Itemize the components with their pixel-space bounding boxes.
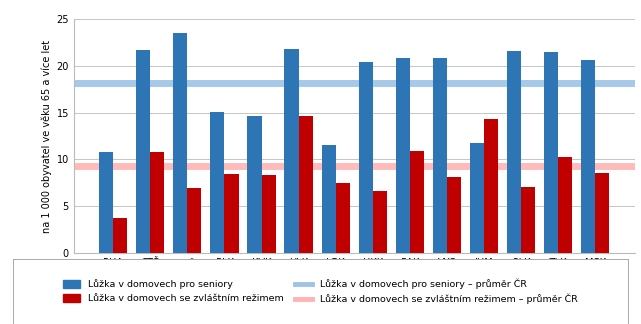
- Bar: [595, 173, 609, 253]
- Bar: [395, 58, 410, 253]
- Bar: [470, 143, 484, 253]
- Bar: [247, 116, 262, 253]
- Legend: Lůžka v domovech pro seniory, Lůžka v domovech se zvláštním režimem, Lůžka v dom: Lůžka v domovech pro seniory, Lůžka v do…: [59, 274, 582, 309]
- Bar: [173, 32, 187, 253]
- Bar: [137, 50, 151, 253]
- Bar: [224, 174, 238, 253]
- Bar: [99, 152, 113, 253]
- Bar: [581, 61, 595, 253]
- Bar: [433, 58, 447, 253]
- Y-axis label: na 1 000 obyvatel ve věku 65 a více let: na 1 000 obyvatel ve věku 65 a více let: [42, 40, 52, 233]
- Bar: [187, 188, 201, 253]
- Bar: [113, 218, 128, 253]
- Bar: [447, 177, 461, 253]
- Bar: [544, 52, 558, 253]
- Bar: [336, 183, 350, 253]
- Bar: [262, 175, 276, 253]
- Bar: [285, 49, 299, 253]
- Bar: [210, 112, 224, 253]
- Bar: [358, 62, 372, 253]
- Bar: [521, 187, 535, 253]
- Bar: [558, 156, 572, 253]
- Bar: [507, 51, 521, 253]
- Bar: [299, 116, 313, 253]
- Bar: [484, 119, 498, 253]
- Bar: [410, 151, 424, 253]
- Bar: [322, 145, 336, 253]
- Bar: [151, 152, 165, 253]
- Bar: [372, 191, 387, 253]
